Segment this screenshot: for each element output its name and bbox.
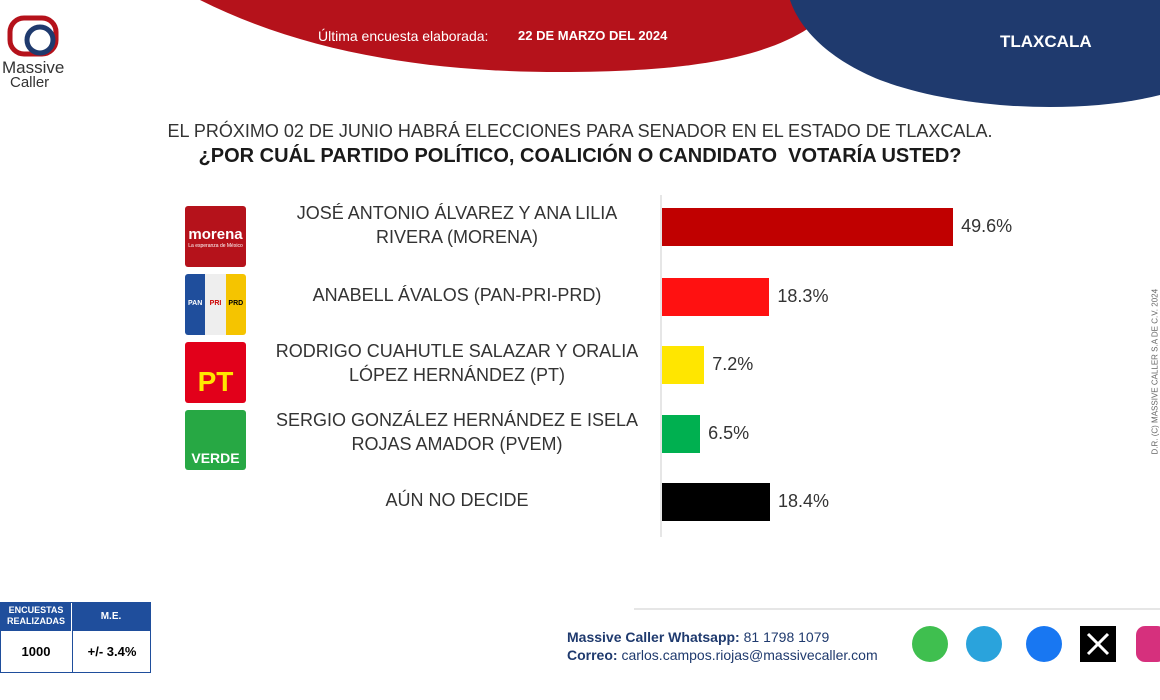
chart-subtitle: ¿POR CUÁL PARTIDO POLÍTICO, COALICIÓN O … [198, 145, 962, 167]
chart-title: EL PRÓXIMO 02 DE JUNIO HABRÁ ELECCIONES … [167, 121, 993, 141]
value-label: 18.4% [778, 491, 830, 511]
logo-morena: morena La esperanza de México [185, 206, 246, 267]
category-label: ANABELL ÁVALOS (PAN-PRI-PRD) [312, 285, 602, 305]
bar [662, 483, 770, 521]
survey-date: 22 DE MARZO DEL 2024 [518, 28, 668, 43]
bar [662, 415, 701, 453]
logo-ring [24, 24, 56, 56]
logo-coalition: PAN PRI PRD [185, 274, 246, 335]
stats-header: ENCUESTAS REALIZADAS [1, 603, 71, 631]
category-label: AÚN NO DECIDE [385, 490, 529, 510]
facebook-icon[interactable] [1026, 626, 1062, 662]
instagram-icon[interactable] [1136, 626, 1160, 662]
state: TLAXCALA [1000, 32, 1092, 51]
whatsapp-icon[interactable] [912, 626, 948, 662]
category-label: JOSÉ ANTONIO ÁLVAREZ Y ANA LILIA RIVERA … [296, 203, 618, 247]
whatsapp: 81 1798 1079 [743, 629, 830, 645]
header-shape [790, 0, 1160, 107]
email[interactable]: carlos.campos.riojas@massivecaller.com [621, 647, 878, 663]
bar [662, 208, 954, 246]
value-label: 18.3% [777, 286, 829, 306]
brand: Massive [2, 58, 65, 77]
bar [662, 346, 705, 384]
category-label: RODRIGO CUAHUTLE SALAZAR Y ORALIA LÓPEZ … [275, 341, 639, 385]
logo-ring [7, 15, 59, 57]
logo-text: PRD [225, 274, 246, 335]
logo-text: La esperanza de México [188, 243, 243, 249]
stats-table: ENCUESTAS REALIZADAS M.E. 1000 +/- 3.4% [0, 602, 151, 673]
contact-line: Correo: carlos.campos.riojas@massivecall… [567, 647, 878, 663]
logo-pt: PT [185, 342, 246, 403]
stats-value: +/- 3.4% [72, 631, 151, 672]
logo-verde: VERDE [185, 410, 246, 470]
whatsapp-label: Massive Caller Whatsapp: [567, 629, 740, 645]
header-swoosh [200, 0, 840, 72]
x-glyph [1086, 632, 1110, 656]
copyright: D.R. (C) MASSIVE CALLER S.A DE C.V. 2024 [1150, 288, 1160, 455]
contact-line: Massive Caller Whatsapp: 81 1798 1079 [567, 629, 829, 645]
logo-text: PRI [205, 274, 226, 335]
value-label: 6.5% [708, 423, 750, 443]
brand-sub: Caller [10, 74, 50, 91]
stats-value: 1000 [21, 644, 51, 659]
bar [662, 278, 770, 316]
category-label: SERGIO GONZÁLEZ HERNÁNDEZ E ISELA ROJAS … [275, 410, 639, 454]
telegram-icon[interactable] [966, 626, 1002, 662]
survey-label: Última encuesta elaborada: [318, 28, 489, 44]
value-label: 7.2% [712, 354, 754, 374]
value-label: 49.6% [961, 216, 1013, 236]
email-label: Correo: [567, 647, 618, 663]
logo-text: PAN [185, 274, 206, 335]
stats-header: M.E. [72, 603, 150, 631]
logo-text: morena [188, 226, 243, 243]
